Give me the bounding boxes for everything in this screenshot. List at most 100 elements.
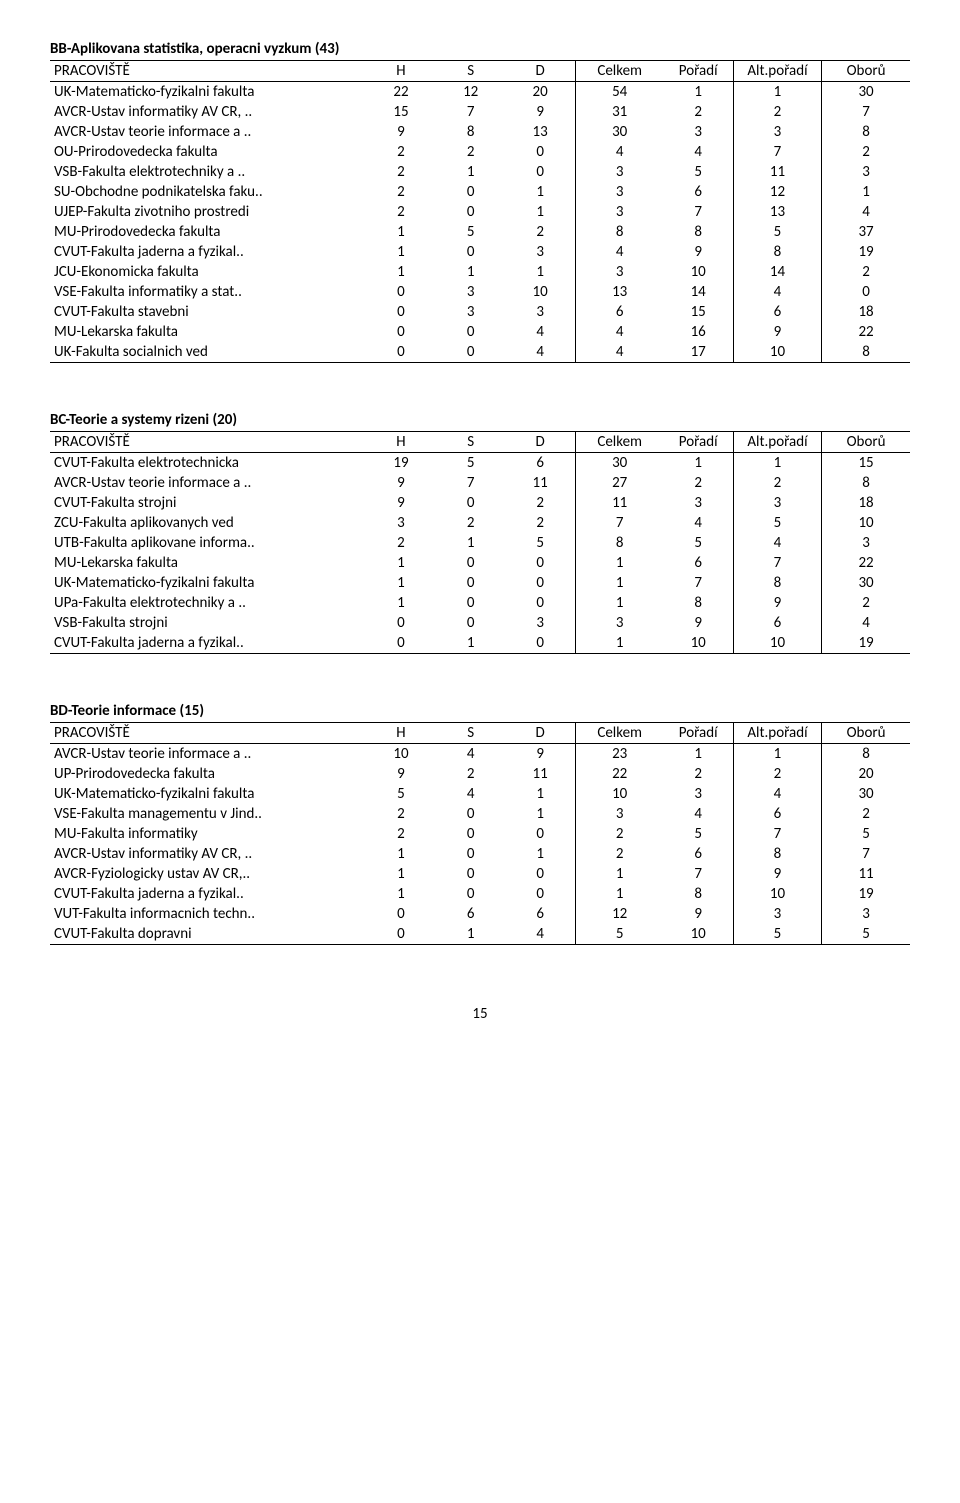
- row-label: UJEP-Fakulta zivotniho prostredi: [50, 202, 366, 222]
- cell-value: 3: [733, 904, 821, 924]
- cell-value: 2: [506, 513, 576, 533]
- cell-value: 4: [664, 804, 734, 824]
- cell-value: 18: [822, 302, 910, 322]
- cell-value: 1: [366, 222, 436, 242]
- cell-value: 1: [436, 162, 506, 182]
- cell-value: 1: [506, 844, 576, 864]
- column-header: Alt.pořadí: [733, 723, 821, 744]
- cell-value: 1: [664, 744, 734, 765]
- cell-value: 5: [436, 453, 506, 474]
- cell-value: 14: [664, 282, 734, 302]
- cell-value: 7: [575, 513, 663, 533]
- cell-value: 20: [822, 764, 910, 784]
- column-header: D: [506, 432, 576, 453]
- row-label: AVCR-Ustav informatiky AV CR, ..: [50, 844, 366, 864]
- cell-value: 0: [506, 162, 576, 182]
- row-label: CVUT-Fakulta jaderna a fyzikal..: [50, 884, 366, 904]
- cell-value: 12: [436, 82, 506, 103]
- cell-value: 8: [822, 744, 910, 765]
- cell-value: 18: [822, 493, 910, 513]
- cell-value: 3: [506, 613, 576, 633]
- cell-value: 6: [506, 904, 576, 924]
- row-label: UK-Matematicko-fyzikalni fakulta: [50, 573, 366, 593]
- cell-value: 0: [366, 302, 436, 322]
- cell-value: 2: [822, 804, 910, 824]
- cell-value: 11: [733, 162, 821, 182]
- section-title: BB-Aplikovana statistika, operacni vyzku…: [50, 40, 910, 58]
- cell-value: 4: [733, 784, 821, 804]
- data-table: PRACOVIŠTĚHSDCelkemPořadíAlt.pořadíOborů…: [50, 60, 910, 363]
- cell-value: 6: [664, 182, 734, 202]
- row-label: VSB-Fakulta strojni: [50, 613, 366, 633]
- row-label: SU-Obchodne podnikatelska faku..: [50, 182, 366, 202]
- cell-value: 1: [436, 924, 506, 945]
- cell-value: 20: [506, 82, 576, 103]
- cell-value: 0: [366, 924, 436, 945]
- cell-value: 0: [436, 613, 506, 633]
- cell-value: 7: [436, 102, 506, 122]
- cell-value: 1: [366, 242, 436, 262]
- row-label: UK-Matematicko-fyzikalni fakulta: [50, 784, 366, 804]
- cell-value: 30: [822, 784, 910, 804]
- column-header: H: [366, 61, 436, 82]
- cell-value: 1: [506, 262, 576, 282]
- cell-value: 0: [506, 553, 576, 573]
- cell-value: 4: [575, 322, 663, 342]
- cell-value: 1: [664, 453, 734, 474]
- row-label: JCU-Ekonomicka fakulta: [50, 262, 366, 282]
- cell-value: 0: [506, 142, 576, 162]
- cell-value: 1: [733, 744, 821, 765]
- cell-value: 9: [366, 473, 436, 493]
- table-row: AVCR-Fyziologicky ustav AV CR,..10017911: [50, 864, 910, 884]
- row-label: CVUT-Fakulta strojni: [50, 493, 366, 513]
- cell-value: 0: [366, 342, 436, 363]
- cell-value: 14: [733, 262, 821, 282]
- cell-value: 8: [664, 222, 734, 242]
- cell-value: 10: [664, 633, 734, 654]
- cell-value: 7: [733, 553, 821, 573]
- cell-value: 1: [506, 784, 576, 804]
- table-header-row: PRACOVIŠTĚHSDCelkemPořadíAlt.pořadíOborů: [50, 723, 910, 744]
- cell-value: 6: [506, 453, 576, 474]
- cell-value: 10: [733, 633, 821, 654]
- table-row: JCU-Ekonomicka fakulta111310142: [50, 262, 910, 282]
- cell-value: 9: [733, 864, 821, 884]
- cell-value: 13: [575, 282, 663, 302]
- cell-value: 4: [436, 784, 506, 804]
- table-row: MU-Lekarska fakulta004416922: [50, 322, 910, 342]
- cell-value: 2: [366, 182, 436, 202]
- column-header: Pořadí: [664, 432, 734, 453]
- column-header: PRACOVIŠTĚ: [50, 432, 366, 453]
- cell-value: 0: [506, 824, 576, 844]
- table-row: VSE-Fakulta informatiky a stat..03101314…: [50, 282, 910, 302]
- table-row: UTB-Fakulta aplikovane informa..2158543: [50, 533, 910, 553]
- column-header: H: [366, 723, 436, 744]
- row-label: CVUT-Fakulta stavebni: [50, 302, 366, 322]
- column-header: Alt.pořadí: [733, 61, 821, 82]
- cell-value: 0: [506, 864, 576, 884]
- cell-value: 9: [366, 122, 436, 142]
- cell-value: 5: [366, 784, 436, 804]
- cell-value: 2: [822, 142, 910, 162]
- cell-value: 4: [575, 142, 663, 162]
- column-header: S: [436, 432, 506, 453]
- cell-value: 13: [506, 122, 576, 142]
- row-label: MU-Lekarska fakulta: [50, 553, 366, 573]
- cell-value: 1: [506, 182, 576, 202]
- cell-value: 6: [733, 613, 821, 633]
- cell-value: 9: [506, 744, 576, 765]
- table-row: UK-Matematicko-fyzikalni fakulta10017830: [50, 573, 910, 593]
- cell-value: 27: [575, 473, 663, 493]
- table-row: VSB-Fakulta strojni0033964: [50, 613, 910, 633]
- column-header: D: [506, 723, 576, 744]
- row-label: AVCR-Ustav informatiky AV CR, ..: [50, 102, 366, 122]
- cell-value: 10: [664, 262, 734, 282]
- column-header: Alt.pořadí: [733, 432, 821, 453]
- row-label: VUT-Fakulta informacnich techn..: [50, 904, 366, 924]
- cell-value: 0: [436, 884, 506, 904]
- cell-value: 8: [733, 844, 821, 864]
- cell-value: 2: [366, 533, 436, 553]
- cell-value: 7: [822, 102, 910, 122]
- cell-value: 19: [366, 453, 436, 474]
- column-header: Oborů: [822, 432, 910, 453]
